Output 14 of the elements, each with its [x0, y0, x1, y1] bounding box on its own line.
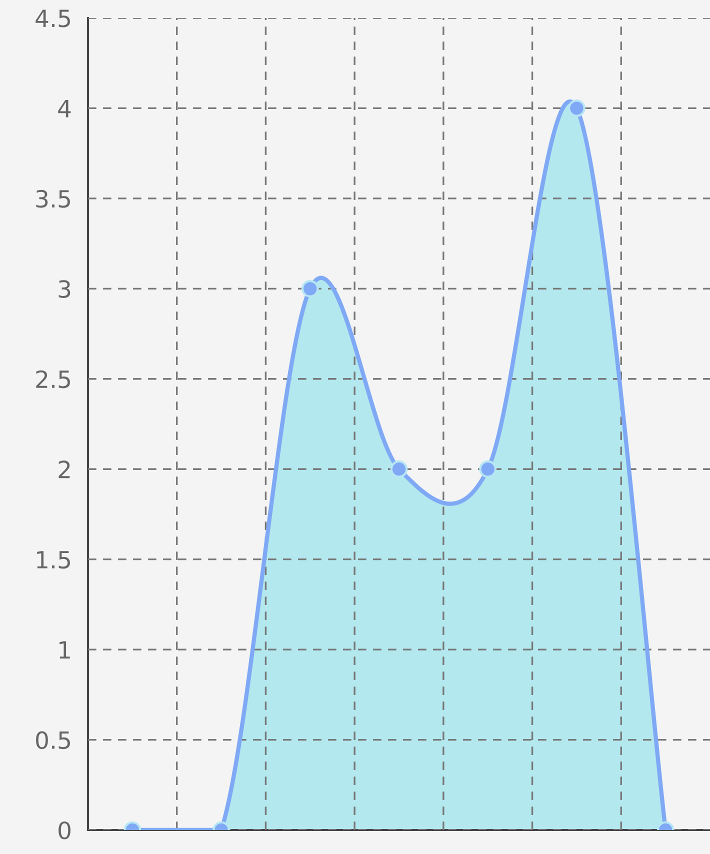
point — [390, 460, 408, 478]
y-tick-label: 2.5 — [36, 370, 70, 388]
point — [301, 280, 319, 298]
point — [479, 460, 497, 478]
y-tick-label: 3 — [58, 280, 70, 298]
y-tick-label: 3.5 — [36, 190, 70, 208]
y-tick-label: 1.5 — [37, 551, 70, 569]
y-tick-label: 4.5 — [36, 10, 70, 28]
y-tick-label: 0.5 — [36, 731, 70, 750]
y-tick-label: 1 — [60, 641, 70, 659]
y-tick-label: 0 — [58, 821, 70, 840]
point — [568, 100, 586, 117]
y-tick-label: 4 — [58, 100, 71, 118]
y-tick-label: 2 — [58, 460, 70, 478]
